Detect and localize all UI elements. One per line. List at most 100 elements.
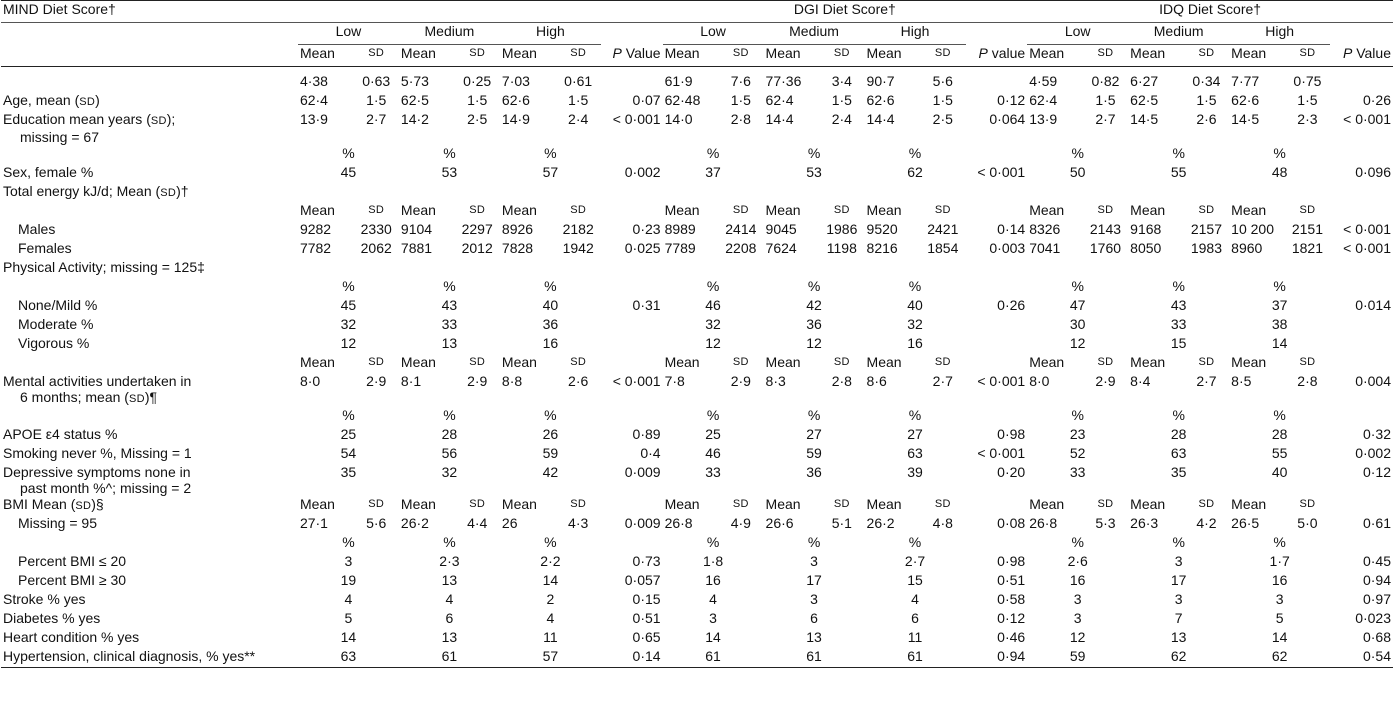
table-cell: 1·5 — [366, 92, 387, 108]
table-cell: 3 — [1073, 591, 1082, 607]
row-label-text: None/Mild % — [18, 297, 98, 313]
row-label-text: Missing = 95 — [18, 515, 97, 531]
table-cell — [1330, 278, 1393, 297]
table-cell: < 0·001 — [1343, 111, 1391, 127]
percent-label: % — [908, 278, 922, 294]
table-cell: 2421 — [927, 221, 959, 237]
table-cell: 6 — [445, 610, 454, 626]
table-cell: 55 — [1170, 164, 1187, 180]
table-cell: 37 — [705, 164, 721, 180]
table-cell: 1·5 — [467, 92, 488, 108]
table-cell: 3 — [709, 610, 717, 626]
mind-diet-score-header: MIND Diet Score† — [1, 0, 663, 23]
table-cell: 4·38 — [299, 73, 328, 89]
table-cell — [1, 354, 298, 373]
percent-label: % — [544, 534, 557, 550]
table-cell: 62·48 — [664, 92, 701, 108]
table-cell: 55 — [1271, 445, 1288, 461]
mean-label: Mean — [1130, 496, 1166, 512]
table-cell: 33 — [1069, 464, 1086, 480]
table-cell: 0·25 — [463, 73, 492, 89]
table-cell: 8·0 — [1029, 373, 1050, 389]
table-cell: 42 — [806, 297, 822, 313]
table-cell: 1·5 — [730, 92, 751, 108]
mean-label: Mean — [866, 496, 902, 512]
table-cell: 0·064 — [989, 111, 1026, 127]
sd-column-header: SD — [353, 44, 399, 67]
table-cell: 38 — [1271, 316, 1288, 332]
sd-label: SD — [833, 356, 850, 368]
table-row: None/Mild % 45 43 40 0·31 46 42 40 0·26 47 43 37 0·0… — [1, 297, 1393, 316]
table-cell: 1·7 — [1269, 553, 1290, 569]
table-row: Diabetes % yes 5 6 4 0·51 3 6 6 0·12 3 7 5 0·023 — [1, 610, 1393, 629]
table-cell: 2297 — [461, 221, 493, 237]
p-value-column-header: P Value — [600, 44, 663, 67]
percent-label: % — [706, 145, 720, 161]
table-cell: 1986 — [826, 221, 858, 237]
row-label-text: Diabetes % yes — [3, 610, 101, 626]
mean-sd-subheader-row: Mean SD Mean SD Mean SD Mean SD Mean SD Mean SD Mean… — [1, 354, 1393, 373]
table-cell: 40 — [542, 297, 559, 313]
table-cell: 63 — [907, 445, 923, 461]
dgi-diet-score-header: DGI Diet Score† — [662, 0, 1028, 23]
table-cell: 77·36 — [765, 73, 802, 89]
p-label: P — [978, 44, 988, 61]
percent-label: % — [706, 534, 720, 550]
table-cell: 59 — [806, 445, 822, 461]
table-cell: 1·5 — [568, 92, 589, 108]
mean-label: Mean — [400, 496, 436, 512]
table-row: Mental activities undertaken in 6 months;… — [1, 373, 1393, 407]
table-cell: 32 — [441, 464, 458, 480]
sd-label: SD — [732, 204, 749, 216]
table-cell: 43 — [441, 297, 458, 313]
table-cell: 5·0 — [1297, 515, 1318, 531]
table-cell: 62·4 — [765, 92, 794, 108]
mean-column-header: Mean — [864, 44, 921, 67]
percent-label: % — [443, 407, 456, 423]
bmi-header-row: BMI Mean (SD)§ Mean SD Mean SD Mean SD Mean SD Me… — [1, 496, 1393, 515]
table-cell: 59 — [542, 445, 559, 461]
table-cell: 23 — [1069, 426, 1086, 442]
idq-low-header: Low — [1027, 22, 1129, 45]
table-cell: 1·5 — [932, 92, 953, 108]
table-cell: 62·4 — [299, 92, 328, 108]
table-cell: 40 — [1271, 464, 1288, 480]
mean-label: Mean — [1231, 202, 1267, 218]
percent-label: % — [706, 278, 720, 294]
empty-cell — [298, 183, 1393, 202]
table-cell: 63 — [1170, 445, 1187, 461]
table-cell: 0·009 — [624, 515, 661, 531]
table-cell: 10 200 — [1231, 221, 1274, 237]
table-cell — [601, 316, 663, 335]
table-cell: 59 — [1027, 648, 1129, 668]
row-label: Missing = 95 — [1, 515, 298, 534]
row-label-text: Percent BMI ≤ 20 — [18, 553, 127, 569]
table-cell: 4·3 — [568, 515, 589, 531]
table-cell: 28 — [1271, 426, 1288, 442]
table-cell: 61 — [763, 648, 865, 668]
percent-label: % — [807, 145, 821, 161]
sd-label: SD — [1299, 204, 1316, 216]
sd-label: SD — [570, 204, 587, 216]
sd-label: SD — [1097, 356, 1114, 368]
table-cell: 15 — [907, 572, 923, 588]
table-cell: 5·6 — [932, 73, 953, 89]
mean-column-header: Mean — [1128, 44, 1184, 67]
table-cell: 33 — [1170, 316, 1187, 332]
table-cell: 36 — [806, 464, 822, 480]
table-cell: 2 — [546, 591, 555, 607]
table-cell: 28 — [441, 426, 458, 442]
sd-column-header: SD — [1183, 44, 1230, 67]
table-cell: 9282 — [299, 221, 332, 237]
table-cell: 0·54 — [1330, 648, 1393, 668]
table-cell: 2414 — [725, 221, 757, 237]
table-cell: 16 — [1271, 572, 1288, 588]
table-cell: 62·6 — [501, 92, 530, 108]
table-cell: 1854 — [927, 240, 959, 256]
row-label-text: Males — [18, 221, 56, 237]
table-cell: 57 — [542, 164, 559, 180]
row-label: Females — [1, 240, 298, 259]
table-cell — [1, 534, 298, 553]
percent-subheader-row: %%%%%%%%% — [1, 407, 1393, 426]
table-cell: 36 — [806, 316, 822, 332]
